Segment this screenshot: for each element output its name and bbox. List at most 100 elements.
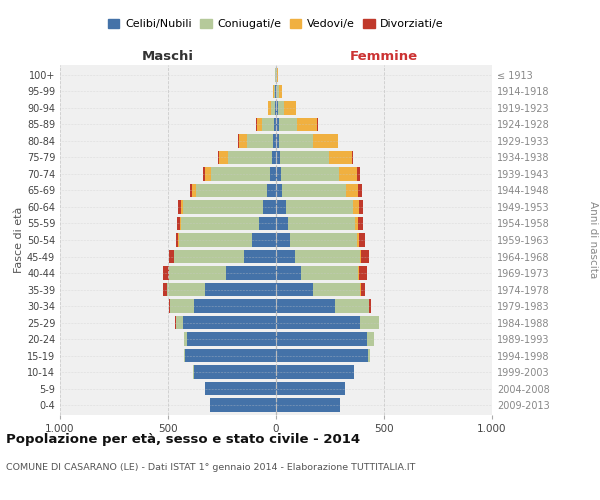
Bar: [169, 300, 170, 313]
Bar: [183, 316, 276, 330]
Bar: [358, 184, 362, 197]
Text: Popolazione per età, sesso e stato civile - 2014: Popolazione per età, sesso e stato civil…: [6, 432, 360, 446]
Bar: [220, 150, 229, 164]
Bar: [211, 167, 269, 180]
Bar: [203, 167, 205, 180]
Bar: [226, 266, 276, 280]
Bar: [276, 332, 367, 346]
Bar: [361, 250, 369, 264]
Bar: [276, 150, 280, 164]
Bar: [238, 134, 239, 147]
Bar: [181, 216, 259, 230]
Bar: [268, 184, 276, 197]
Bar: [280, 150, 329, 164]
Bar: [359, 266, 367, 280]
Bar: [229, 150, 272, 164]
Bar: [276, 349, 368, 362]
Bar: [276, 382, 345, 396]
Bar: [276, 84, 277, 98]
Bar: [368, 349, 370, 362]
Bar: [244, 250, 276, 264]
Bar: [262, 118, 274, 131]
Bar: [184, 332, 187, 346]
Bar: [205, 283, 276, 296]
Bar: [357, 167, 359, 180]
Bar: [355, 216, 358, 230]
Bar: [275, 84, 276, 98]
Bar: [183, 200, 263, 214]
Bar: [276, 266, 301, 280]
Bar: [210, 398, 276, 412]
Bar: [283, 184, 346, 197]
Bar: [279, 134, 313, 147]
Bar: [358, 216, 362, 230]
Bar: [329, 150, 352, 164]
Bar: [276, 101, 278, 114]
Bar: [360, 250, 361, 264]
Bar: [163, 283, 167, 296]
Bar: [271, 101, 275, 114]
Bar: [190, 184, 192, 197]
Y-axis label: Fasce di età: Fasce di età: [14, 207, 24, 273]
Bar: [272, 150, 276, 164]
Bar: [276, 200, 286, 214]
Bar: [276, 167, 281, 180]
Bar: [286, 200, 353, 214]
Bar: [252, 233, 276, 247]
Bar: [367, 332, 374, 346]
Bar: [359, 200, 363, 214]
Bar: [247, 134, 273, 147]
Legend: Celibi/Nubili, Coniugati/e, Vedovi/e, Divorziati/e: Celibi/Nubili, Coniugati/e, Vedovi/e, Di…: [104, 14, 448, 34]
Bar: [192, 184, 196, 197]
Bar: [276, 118, 278, 131]
Bar: [276, 398, 340, 412]
Bar: [276, 283, 313, 296]
Text: Maschi: Maschi: [142, 50, 194, 62]
Bar: [338, 167, 357, 180]
Bar: [176, 233, 178, 247]
Bar: [194, 300, 276, 313]
Bar: [169, 250, 174, 264]
Bar: [369, 300, 371, 313]
Bar: [278, 101, 284, 114]
Bar: [353, 200, 359, 214]
Bar: [276, 184, 283, 197]
Bar: [288, 216, 355, 230]
Bar: [277, 84, 278, 98]
Bar: [278, 118, 297, 131]
Bar: [257, 118, 262, 131]
Text: COMUNE DI CASARANO (LE) - Dati ISTAT 1° gennaio 2014 - Elaborazione TUTTITALIA.I: COMUNE DI CASARANO (LE) - Dati ISTAT 1° …: [6, 463, 415, 472]
Bar: [274, 84, 275, 98]
Bar: [205, 382, 276, 396]
Bar: [180, 216, 181, 230]
Bar: [194, 366, 276, 379]
Bar: [278, 84, 283, 98]
Bar: [205, 167, 211, 180]
Bar: [276, 233, 290, 247]
Bar: [170, 300, 194, 313]
Bar: [184, 349, 185, 362]
Bar: [335, 300, 369, 313]
Bar: [259, 216, 276, 230]
Bar: [276, 216, 288, 230]
Bar: [361, 283, 365, 296]
Bar: [276, 250, 295, 264]
Bar: [276, 316, 360, 330]
Bar: [295, 250, 360, 264]
Bar: [179, 233, 252, 247]
Bar: [163, 266, 169, 280]
Bar: [359, 233, 365, 247]
Y-axis label: Anni di nascita: Anni di nascita: [589, 202, 599, 278]
Bar: [187, 332, 276, 346]
Bar: [269, 167, 276, 180]
Bar: [274, 118, 276, 131]
Bar: [275, 101, 276, 114]
Bar: [313, 134, 338, 147]
Bar: [273, 134, 276, 147]
Bar: [357, 233, 359, 247]
Bar: [276, 300, 335, 313]
Bar: [297, 118, 317, 131]
Bar: [239, 134, 247, 147]
Bar: [263, 200, 276, 214]
Bar: [354, 366, 355, 379]
